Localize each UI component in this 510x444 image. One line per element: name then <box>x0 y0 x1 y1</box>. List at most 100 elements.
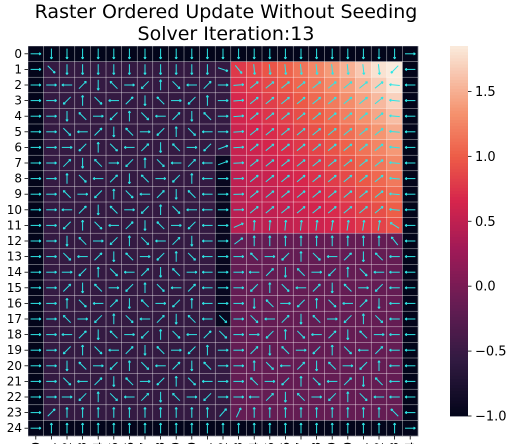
vector-arrow <box>312 206 321 214</box>
vector-arrow-head <box>186 208 189 212</box>
vector-arrow-head <box>318 174 322 178</box>
vector-arrow-head <box>179 348 182 352</box>
vector-arrow <box>187 283 196 292</box>
colorbar-segment <box>450 52 468 56</box>
vector-arrow-head <box>366 286 369 290</box>
vector-arrow-head <box>359 367 362 370</box>
vector-arrow <box>346 220 350 231</box>
vector-arrow-head <box>84 304 87 308</box>
vector-arrow-head <box>380 96 384 100</box>
vector-arrow-head <box>155 364 158 368</box>
vector-arrow <box>203 143 212 152</box>
vector-arrow-head <box>318 96 322 100</box>
vector-arrow <box>281 346 290 355</box>
vector-arrow-head <box>389 176 392 180</box>
vector-arrow <box>156 346 165 355</box>
vector-arrow <box>187 377 196 386</box>
vector-arrow-head <box>279 364 283 368</box>
vector-arrow-head <box>38 208 42 212</box>
y-tick-label: 21 <box>7 374 22 388</box>
vector-arrow <box>296 96 306 105</box>
vector-arrow-head <box>112 134 116 138</box>
vector-arrow-head <box>333 81 337 84</box>
vector-arrow <box>327 81 337 89</box>
colorbar-segment <box>450 314 468 318</box>
vector-arrow-head <box>226 286 229 290</box>
vector-arrow-head <box>333 174 337 178</box>
vector-arrow <box>284 220 287 231</box>
vector-arrow <box>109 80 118 90</box>
vector-arrow-head <box>84 180 87 183</box>
vector-arrow-head <box>38 99 42 103</box>
vector-arrow <box>94 283 103 292</box>
colorbar-segment <box>450 166 468 170</box>
colorbar-segment <box>450 394 468 398</box>
vector-arrow-head <box>404 286 408 290</box>
vector-arrow-head <box>252 235 256 238</box>
colorbar-segment <box>450 206 468 210</box>
vector-arrow-head <box>99 127 103 131</box>
vector-arrow-head <box>255 159 259 162</box>
vector-arrow-head <box>238 407 242 411</box>
x-tick-label: 3 <box>76 442 90 444</box>
vector-arrow <box>140 361 150 370</box>
vector-arrow-head <box>156 133 160 136</box>
vector-arrow <box>281 283 290 292</box>
vector-arrow-head <box>193 382 196 386</box>
vector-arrow-head <box>109 117 113 121</box>
vector-arrow-head <box>268 282 272 285</box>
vector-arrow <box>296 128 306 136</box>
vector-arrow <box>377 220 381 231</box>
vector-arrow <box>233 222 244 228</box>
vector-arrow <box>281 143 290 152</box>
vector-arrow <box>343 96 353 105</box>
colorbar-segment <box>450 55 468 59</box>
vector-arrow <box>281 128 290 136</box>
vector-arrow-head <box>201 317 205 321</box>
vector-arrow <box>374 174 384 183</box>
vector-arrow-head <box>359 330 362 334</box>
vector-arrow <box>374 252 384 261</box>
vector-arrow-head <box>148 379 151 383</box>
vector-arrow <box>312 174 321 183</box>
vector-arrow <box>265 81 275 89</box>
y-tick-label: 4 <box>14 109 22 123</box>
x-tick-label: 6 <box>122 442 136 444</box>
vector-arrow-head <box>143 422 147 426</box>
colorbar-segment <box>450 388 468 392</box>
vector-arrow-head <box>333 143 337 147</box>
vector-arrow <box>125 127 134 136</box>
vector-arrow-head <box>333 128 337 131</box>
vector-arrow-head <box>393 422 397 426</box>
vector-arrow-head <box>38 301 42 305</box>
vector-arrow <box>389 146 400 149</box>
vector-arrow-head <box>252 56 256 60</box>
vector-arrow-head <box>190 422 194 426</box>
colorbar-segment <box>450 123 468 127</box>
vector-arrow <box>296 206 306 214</box>
vector-arrow-head <box>190 173 194 176</box>
vector-arrow-head <box>201 379 205 383</box>
vector-arrow-head <box>226 270 229 274</box>
vector-arrow <box>125 377 134 386</box>
vector-arrow-head <box>319 270 323 274</box>
vector-arrow-head <box>70 270 73 274</box>
x-tick-label: 22 <box>372 442 386 444</box>
vector-arrow <box>389 130 400 133</box>
x-tick-label: 21 <box>356 442 370 444</box>
vector-arrow <box>281 96 290 105</box>
vector-arrow-head <box>286 289 290 292</box>
colorbar-segment <box>450 271 468 275</box>
vector-arrow-head <box>413 426 416 430</box>
vector-arrow-head <box>287 159 290 162</box>
y-tick-label: 15 <box>7 281 22 295</box>
vector-arrow-head <box>125 164 128 168</box>
vector-arrow-head <box>318 258 321 261</box>
vector-arrow-head <box>346 407 350 410</box>
colorbar-segment <box>450 181 468 186</box>
vector-arrow <box>359 96 368 105</box>
vector-arrow-head <box>404 177 408 181</box>
vector-arrow-head <box>241 114 245 118</box>
vector-arrow-head <box>349 159 353 162</box>
vector-arrow-head <box>187 190 191 193</box>
